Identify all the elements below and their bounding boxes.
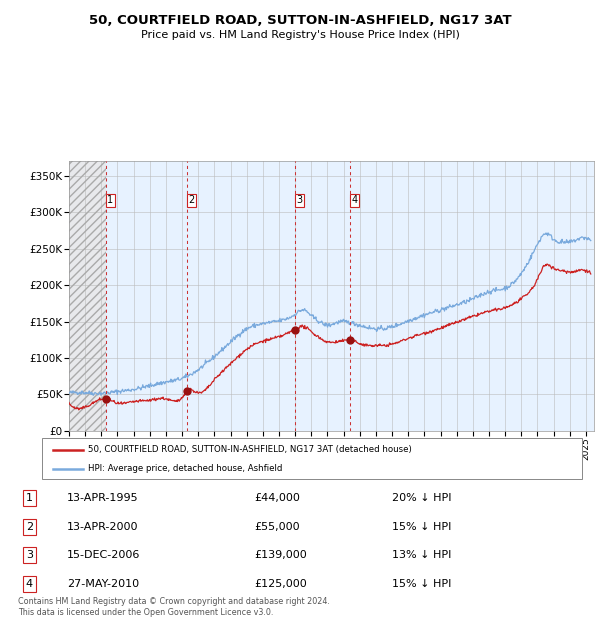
Text: 4: 4 — [26, 579, 33, 589]
Text: 13% ↓ HPI: 13% ↓ HPI — [392, 551, 452, 560]
Text: 4: 4 — [352, 195, 358, 205]
Text: Price paid vs. HM Land Registry's House Price Index (HPI): Price paid vs. HM Land Registry's House … — [140, 30, 460, 40]
Bar — [106, 161, 187, 431]
Text: Contains HM Land Registry data © Crown copyright and database right 2024.
This d: Contains HM Land Registry data © Crown c… — [18, 598, 330, 617]
Bar — [187, 161, 295, 431]
Text: 50, COURTFIELD ROAD, SUTTON-IN-ASHFIELD, NG17 3AT: 50, COURTFIELD ROAD, SUTTON-IN-ASHFIELD,… — [89, 14, 511, 27]
Bar — [350, 161, 594, 431]
Bar — [69, 161, 106, 431]
Text: 3: 3 — [296, 195, 302, 205]
Text: 1: 1 — [26, 493, 33, 503]
Text: 3: 3 — [26, 551, 33, 560]
Text: £139,000: £139,000 — [254, 551, 307, 560]
Text: 2: 2 — [26, 521, 33, 531]
Text: £44,000: £44,000 — [254, 493, 300, 503]
Text: 13-APR-1995: 13-APR-1995 — [67, 493, 139, 503]
Text: 1: 1 — [107, 195, 113, 205]
Bar — [69, 161, 106, 431]
Text: 15% ↓ HPI: 15% ↓ HPI — [392, 579, 452, 589]
Text: £55,000: £55,000 — [254, 521, 299, 531]
Bar — [295, 161, 350, 431]
Text: 2: 2 — [188, 195, 194, 205]
Text: 13-APR-2000: 13-APR-2000 — [67, 521, 138, 531]
Text: 15% ↓ HPI: 15% ↓ HPI — [392, 521, 452, 531]
Text: 50, COURTFIELD ROAD, SUTTON-IN-ASHFIELD, NG17 3AT (detached house): 50, COURTFIELD ROAD, SUTTON-IN-ASHFIELD,… — [88, 445, 412, 454]
FancyBboxPatch shape — [42, 438, 582, 479]
Text: 20% ↓ HPI: 20% ↓ HPI — [392, 493, 452, 503]
Text: 27-MAY-2010: 27-MAY-2010 — [67, 579, 139, 589]
Text: £125,000: £125,000 — [254, 579, 307, 589]
Text: 15-DEC-2006: 15-DEC-2006 — [67, 551, 140, 560]
Text: HPI: Average price, detached house, Ashfield: HPI: Average price, detached house, Ashf… — [88, 464, 282, 473]
